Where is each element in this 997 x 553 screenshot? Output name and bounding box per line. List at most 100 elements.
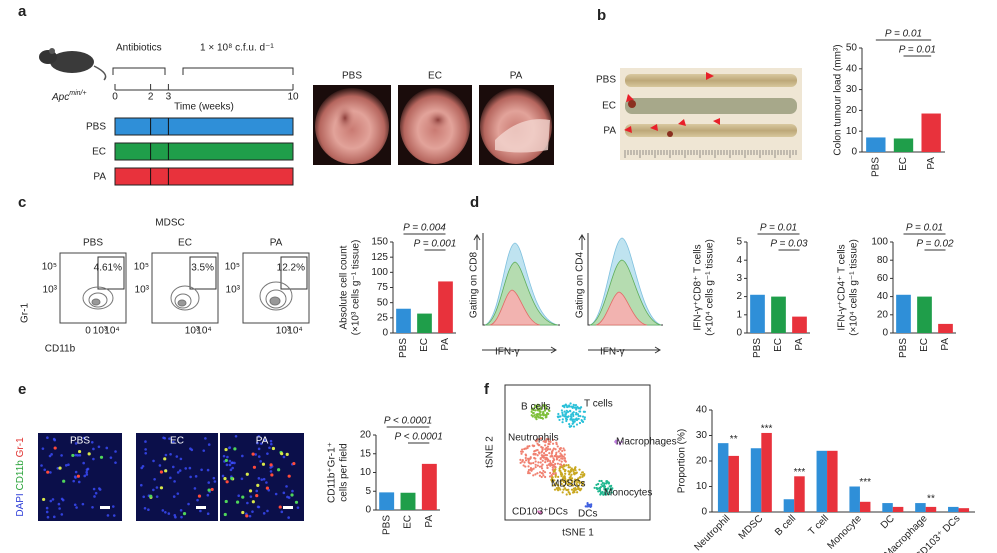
bar bbox=[771, 296, 786, 333]
image-label: PA bbox=[510, 71, 523, 82]
bar bbox=[438, 281, 453, 333]
tsne-point bbox=[555, 487, 558, 490]
tsne-point bbox=[581, 415, 585, 418]
positive-cell bbox=[285, 452, 289, 456]
y-tick-label: 3 bbox=[736, 273, 742, 284]
tsne-point bbox=[547, 412, 550, 416]
tsne-point bbox=[581, 471, 584, 474]
colon-label: PA bbox=[603, 126, 616, 137]
tsne-point bbox=[534, 416, 537, 419]
nucleus bbox=[296, 506, 300, 509]
tsne-point bbox=[534, 460, 537, 463]
tsne-point bbox=[570, 418, 574, 421]
nucleus bbox=[46, 436, 49, 440]
positive-cell bbox=[87, 452, 91, 456]
tsne-point bbox=[578, 410, 581, 413]
panel-label: e bbox=[18, 381, 26, 398]
nucleus bbox=[153, 477, 156, 481]
tsne-point bbox=[544, 444, 547, 447]
cluster-label: MDSCs bbox=[551, 479, 585, 490]
bar bbox=[866, 137, 886, 152]
tsne-point bbox=[547, 442, 550, 446]
positive-cell bbox=[159, 470, 164, 474]
bar bbox=[816, 450, 828, 512]
tsne-point bbox=[574, 480, 577, 483]
nucleus bbox=[213, 480, 217, 483]
tsne-point bbox=[575, 411, 578, 415]
tsne-point bbox=[562, 476, 565, 479]
tsne-point bbox=[574, 404, 577, 407]
nucleus bbox=[85, 470, 88, 474]
tsne-point bbox=[527, 459, 530, 462]
nucleus bbox=[94, 491, 98, 495]
colon-label: PBS bbox=[596, 75, 616, 86]
tsne-point bbox=[555, 443, 558, 446]
y-tick-label: 0 bbox=[851, 147, 857, 158]
nucleus bbox=[97, 487, 101, 490]
bar bbox=[794, 476, 805, 512]
tsne-point bbox=[595, 483, 598, 486]
tsne-point bbox=[534, 439, 538, 442]
tsne-point bbox=[554, 475, 557, 478]
group-label: PA bbox=[93, 172, 106, 183]
tsne-point bbox=[551, 442, 555, 445]
positive-cell bbox=[224, 447, 228, 452]
flow-label: PBS bbox=[83, 238, 103, 249]
tsne-point bbox=[569, 415, 572, 418]
nucleus bbox=[291, 489, 294, 493]
significance-label: *** bbox=[761, 424, 773, 435]
tsne-point bbox=[559, 463, 563, 466]
tsne-point bbox=[543, 409, 547, 412]
tsne-point bbox=[550, 478, 553, 481]
tsne-point bbox=[561, 479, 564, 482]
tsne-point bbox=[540, 472, 544, 475]
panel-label: a bbox=[18, 3, 27, 20]
tsne-point bbox=[538, 444, 541, 447]
nucleus bbox=[83, 474, 87, 478]
y-tick-label: 20 bbox=[877, 309, 889, 320]
x-tick-label: EC bbox=[773, 338, 784, 352]
tsne-point bbox=[534, 473, 537, 476]
dose-label: 1 × 10⁸ c.f.u. d⁻¹ bbox=[200, 43, 274, 54]
nucleus bbox=[189, 475, 192, 479]
positive-cell bbox=[159, 486, 164, 490]
tsne-point bbox=[576, 491, 579, 494]
tsne-point bbox=[578, 421, 582, 425]
nucleus bbox=[60, 513, 64, 516]
y-tick-label: 15 bbox=[360, 448, 372, 459]
tsne-point bbox=[570, 488, 574, 491]
p-value: P = 0.01 bbox=[760, 223, 797, 234]
image-label: PBS bbox=[70, 436, 90, 447]
tsne-point bbox=[519, 461, 522, 464]
nucleus bbox=[169, 453, 172, 456]
time-axis-label: Time (weeks) bbox=[174, 102, 234, 113]
tsne-point bbox=[522, 464, 525, 467]
tsne-point bbox=[558, 459, 561, 462]
tsne-point bbox=[544, 454, 547, 457]
tsne-point bbox=[560, 460, 563, 463]
tsne-point bbox=[610, 484, 613, 487]
nucleus bbox=[200, 468, 203, 472]
tsne-point bbox=[545, 407, 548, 410]
tsne-point bbox=[537, 451, 541, 454]
tsne-point bbox=[539, 457, 542, 460]
tsne-point bbox=[574, 486, 577, 490]
tsne-point bbox=[541, 459, 544, 462]
nucleus bbox=[228, 459, 232, 463]
positive-cell bbox=[277, 468, 281, 472]
x-axis-label: tSNE 1 bbox=[562, 528, 594, 539]
tsne-point bbox=[600, 479, 603, 483]
positive-cell bbox=[62, 479, 66, 483]
positive-cell bbox=[225, 480, 229, 484]
nucleus bbox=[260, 442, 263, 445]
tsne-point bbox=[527, 468, 531, 472]
nucleus bbox=[92, 457, 95, 461]
tsne-point bbox=[540, 445, 543, 449]
tsne-point bbox=[560, 482, 563, 486]
positive-cell bbox=[46, 470, 50, 474]
tsne-frame bbox=[504, 384, 651, 521]
nucleus bbox=[144, 448, 147, 451]
positive-cell bbox=[210, 487, 214, 492]
tsne-point bbox=[554, 453, 558, 456]
